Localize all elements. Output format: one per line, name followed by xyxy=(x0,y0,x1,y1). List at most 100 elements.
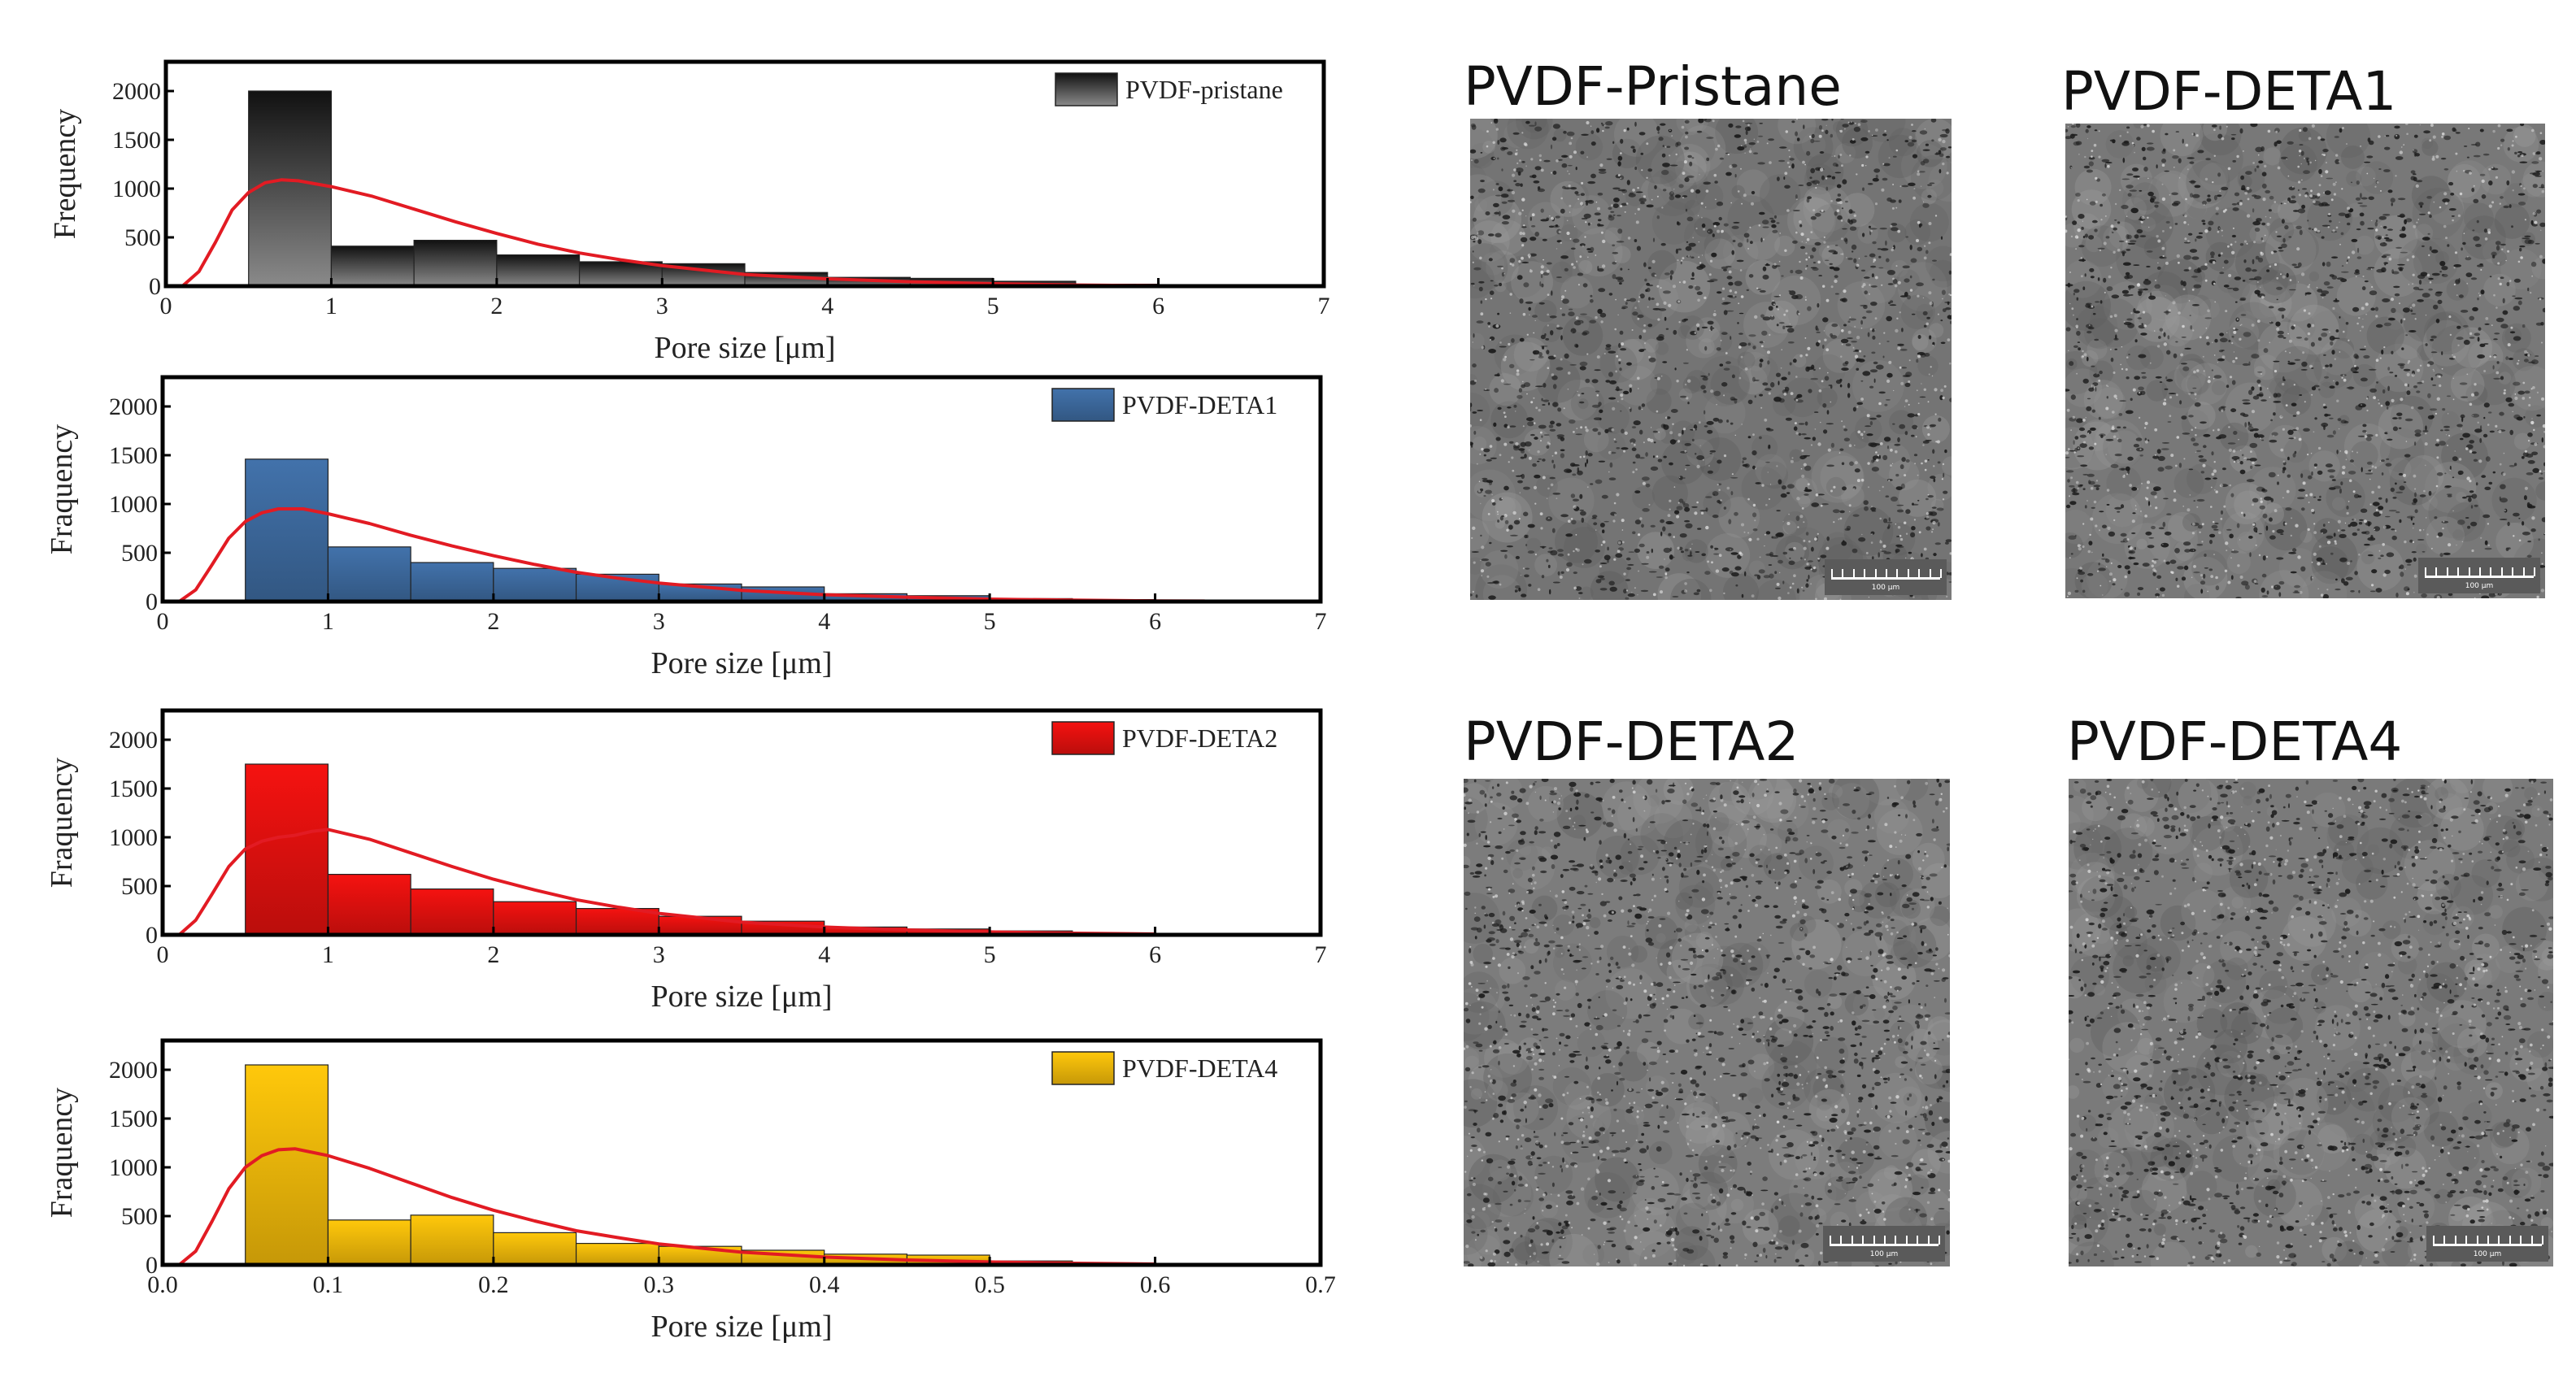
scale-bar-tick xyxy=(2425,567,2426,576)
y-tick-label: 0 xyxy=(146,589,158,615)
scale-bar-tick xyxy=(1907,569,1909,578)
scale-bar-label: 100 μm xyxy=(1869,1250,1899,1258)
y-tick-label: 1500 xyxy=(109,442,158,469)
scale-bar-tick xyxy=(1939,1236,1940,1245)
y-tick-label: 2000 xyxy=(109,1057,158,1084)
x-tick-label: 0.1 xyxy=(313,1271,344,1298)
histogram-bar xyxy=(410,888,494,936)
y-axis-label: Fraquency xyxy=(45,758,79,888)
x-tick-label: 3 xyxy=(653,941,665,968)
histogram-bar xyxy=(327,546,411,602)
histogram-bar xyxy=(413,240,498,287)
histogram-bar xyxy=(245,1064,329,1266)
y-tick-label: 2000 xyxy=(109,727,158,754)
x-tick-label: 6 xyxy=(1149,941,1161,968)
sem-image-deta1: 100 μm xyxy=(2065,124,2545,598)
x-axis-label: Pore size [μm] xyxy=(655,331,836,365)
scale-bar-tick xyxy=(1873,1236,1875,1245)
scale-bar-tick xyxy=(1918,569,1921,578)
y-tick-label: 500 xyxy=(121,540,158,567)
x-tick-label: 1 xyxy=(322,608,334,635)
x-tick-label: 7 xyxy=(1318,293,1330,319)
legend-label: PVDF-DETA2 xyxy=(1122,723,1277,753)
scale-bar: 100 μm xyxy=(2426,1226,2548,1262)
scale-bar-tick xyxy=(1927,1236,1930,1245)
x-tick-label: 0.4 xyxy=(809,1271,840,1298)
y-tick-label: 1000 xyxy=(109,824,158,851)
y-tick-label: 1500 xyxy=(109,1106,158,1132)
scale-bar-tick xyxy=(1840,1236,1843,1245)
scale-bar-tick xyxy=(1830,1236,1831,1245)
x-tick-label: 3 xyxy=(653,608,665,635)
plot-frame xyxy=(160,1038,1323,1267)
y-tick-label: 2000 xyxy=(112,78,161,105)
scale-bar-tick xyxy=(2454,1236,2456,1245)
histogram-pvdf-pristane: 0 1 2 3 4 5 6 7 0 500 1000 1500 2000 Pore size [μm] Fr… xyxy=(48,59,1330,365)
sem-texture xyxy=(2069,779,2553,1266)
histogram-bar xyxy=(578,261,663,287)
legend-label: PVDF-pristane xyxy=(1125,75,1283,104)
histogram-pvdf-deta1: 0 1 2 3 4 5 6 7 0 500 1000 1500 2000 Pore size [μm] Fr… xyxy=(45,375,1327,680)
histogram-bar xyxy=(245,458,329,602)
y-tick-label: 0 xyxy=(146,922,158,949)
scale-bar-tick xyxy=(2498,1236,2500,1245)
scale-bar-tick xyxy=(2479,567,2481,576)
histogram-bar xyxy=(410,562,494,602)
x-tick-label: 2 xyxy=(490,293,503,319)
x-tick-label: 0 xyxy=(157,941,169,968)
scale-bar-tick xyxy=(1929,569,1931,578)
sem-title-deta1: PVDF-DETA1 xyxy=(2061,60,2397,123)
y-tick-label: 1500 xyxy=(109,776,158,802)
scale-bar-label: 100 μm xyxy=(1871,584,1900,592)
histogram-bar xyxy=(330,245,415,287)
scale-bar-tick xyxy=(2500,567,2503,576)
scale-bar-tick xyxy=(2522,567,2525,576)
legend-swatch xyxy=(1055,72,1118,106)
sem-image-pristane: 100 μm xyxy=(1470,119,1952,600)
x-tick-label: 5 xyxy=(984,608,996,635)
x-tick-label: 0.7 xyxy=(1305,1271,1336,1298)
scale-bar-tick xyxy=(1851,1236,1853,1245)
x-tick-label: 0.0 xyxy=(147,1271,178,1298)
x-tick-label: 7 xyxy=(1315,608,1327,635)
x-tick-label: 4 xyxy=(818,941,830,968)
x-tick-label: 1 xyxy=(322,941,334,968)
scale-bar-label: 100 μm xyxy=(2465,582,2494,590)
x-tick-label: 6 xyxy=(1149,608,1161,635)
x-tick-label: 2 xyxy=(487,608,499,635)
scale-bar-tick xyxy=(1886,569,1887,578)
x-axis-label: Pore size [μm] xyxy=(651,1310,833,1344)
y-tick-label: 1000 xyxy=(112,176,161,202)
y-tick-label: 1000 xyxy=(109,1154,158,1181)
y-axis-label: Fraquency xyxy=(45,424,79,554)
scale-bar-tick xyxy=(2490,567,2492,576)
scale-bar-tick xyxy=(2534,567,2535,576)
x-tick-label: 0.5 xyxy=(974,1271,1005,1298)
scale-bar-tick xyxy=(1862,1236,1865,1245)
histogram-bar xyxy=(575,1242,659,1266)
histogram-bar xyxy=(410,1214,494,1266)
distribution-fit-curve xyxy=(178,1147,1155,1266)
x-tick-label: 5 xyxy=(984,941,996,968)
x-tick-label: 1 xyxy=(325,293,337,319)
x-tick-label: 4 xyxy=(818,608,830,635)
y-tick-label: 2000 xyxy=(109,393,158,420)
plot-frame xyxy=(163,59,1326,289)
y-tick-label: 500 xyxy=(121,873,158,900)
x-tick-label: 7 xyxy=(1315,941,1327,968)
histogram-bar xyxy=(496,254,581,287)
distribution-fit-curve xyxy=(178,507,1205,603)
scale-bar-tick xyxy=(2542,1236,2543,1245)
legend-label: PVDF-DETA1 xyxy=(1122,390,1277,419)
scale-bar-tick xyxy=(1874,569,1877,578)
y-tick-label: 0 xyxy=(149,273,161,300)
y-tick-label: 0 xyxy=(146,1252,158,1279)
scale-bar-tick xyxy=(2509,1236,2511,1245)
scale-bar-tick xyxy=(2443,1236,2446,1245)
x-tick-label: 0 xyxy=(160,293,172,319)
y-axis-label: Frequency xyxy=(48,109,82,239)
scale-bar-tick xyxy=(1864,569,1866,578)
scale-bar-tick xyxy=(1940,569,1942,578)
sem-texture xyxy=(2065,124,2545,598)
